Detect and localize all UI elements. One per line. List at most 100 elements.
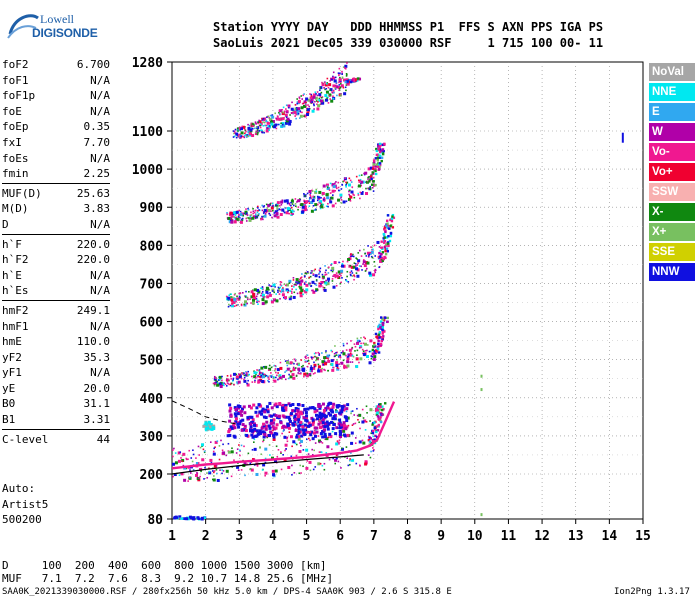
echo-dot	[270, 375, 273, 377]
echo-dot	[361, 420, 365, 424]
echo-dot	[203, 451, 206, 454]
echo-dot	[302, 431, 306, 435]
echo-dot	[243, 376, 246, 379]
echo-dot	[230, 382, 233, 385]
echo-dot	[232, 136, 235, 138]
echo-dot	[378, 266, 380, 269]
echo-dot	[274, 402, 278, 406]
echo-dot	[209, 427, 213, 431]
echo-dot	[306, 438, 308, 441]
echo-dot	[343, 415, 347, 419]
echo-dot	[273, 364, 276, 367]
echo-dot	[332, 76, 336, 80]
echo-dot	[256, 126, 260, 130]
echo-dot	[312, 366, 316, 370]
echo-dot	[305, 283, 309, 287]
echo-dot	[331, 430, 334, 433]
param-name: foF1p	[2, 89, 36, 103]
echo-dot	[235, 304, 238, 307]
echo-dot	[339, 282, 342, 285]
echo-dot	[213, 382, 216, 384]
echo-dot	[358, 413, 362, 417]
echo-dot	[368, 443, 371, 445]
echo-dot	[317, 369, 321, 373]
echo-dot	[334, 355, 336, 357]
param-separator	[2, 233, 110, 235]
echo-dot	[275, 127, 278, 130]
echo-dot	[367, 245, 369, 247]
echo-dot	[178, 474, 181, 477]
echo-dot	[378, 146, 381, 149]
echo-dot	[299, 111, 302, 113]
echo-dot	[381, 338, 384, 341]
echo-dot	[288, 419, 292, 423]
echo-dot	[332, 366, 335, 369]
echo-dot	[379, 260, 383, 263]
echo-dot	[247, 370, 249, 373]
echo-dot	[303, 290, 306, 292]
echo-dot	[234, 414, 238, 418]
echo-dot	[378, 165, 381, 169]
echo-dot	[386, 226, 389, 229]
echo-dot	[305, 374, 309, 378]
echo-dot	[182, 452, 186, 456]
echo-dot	[233, 383, 235, 386]
echo-dot	[267, 369, 270, 372]
echo-dot	[261, 288, 264, 290]
echo-dot	[184, 517, 188, 521]
param-value: 0.35	[83, 120, 111, 134]
echo-dot	[302, 465, 304, 468]
echo-dot	[381, 413, 384, 416]
echo-dot	[354, 422, 357, 425]
echo-dot	[269, 375, 272, 377]
echo-dot	[230, 298, 234, 302]
echo-dot	[303, 100, 307, 104]
echo-dot	[341, 183, 343, 186]
echo-dot	[283, 429, 285, 431]
echo-dot	[329, 89, 331, 91]
echo-dot	[270, 210, 272, 212]
echo-dot	[319, 89, 321, 91]
echo-dot	[248, 124, 251, 127]
echo-dot	[267, 292, 269, 295]
echo-dot	[240, 377, 243, 380]
echo-dot	[303, 372, 307, 376]
echo-dot	[235, 300, 237, 303]
echo-dot	[330, 99, 334, 103]
echo-dot	[315, 279, 318, 282]
echo-dot	[379, 320, 383, 323]
echo-dot	[320, 285, 323, 287]
echo-dot	[374, 271, 377, 274]
echo-dot	[320, 91, 323, 94]
echo-dot	[335, 457, 338, 460]
echo-dot	[257, 214, 260, 216]
echo-dot	[215, 464, 218, 467]
echo-dot	[373, 426, 377, 430]
echo-dot	[260, 412, 264, 416]
echo-dot	[294, 418, 298, 422]
echo-dot	[391, 213, 395, 217]
echo-dot	[251, 449, 254, 451]
echo-dot	[231, 296, 234, 298]
echo-dot	[290, 204, 292, 207]
echo-dot	[345, 183, 348, 186]
legend-item-x: X+	[649, 223, 695, 241]
echo-dot	[185, 467, 188, 470]
echo-dot	[243, 424, 247, 428]
echo-dot	[309, 367, 313, 371]
echo-dot	[269, 118, 273, 122]
echo-dot	[368, 440, 372, 443]
echo-dot	[318, 282, 321, 285]
echo-dot	[192, 453, 195, 456]
echo-dot	[375, 430, 378, 434]
echo-dot	[269, 204, 271, 206]
echo-dot	[220, 439, 222, 442]
echo-dot	[249, 217, 252, 220]
echo-dot	[342, 433, 346, 437]
legend-item-vo: Vo-	[649, 143, 695, 161]
x-tick-label: 5	[303, 529, 311, 544]
echo-dot	[222, 443, 224, 446]
echo-dot	[239, 220, 243, 224]
echo-dot	[282, 124, 286, 128]
echo-dot	[304, 361, 307, 363]
